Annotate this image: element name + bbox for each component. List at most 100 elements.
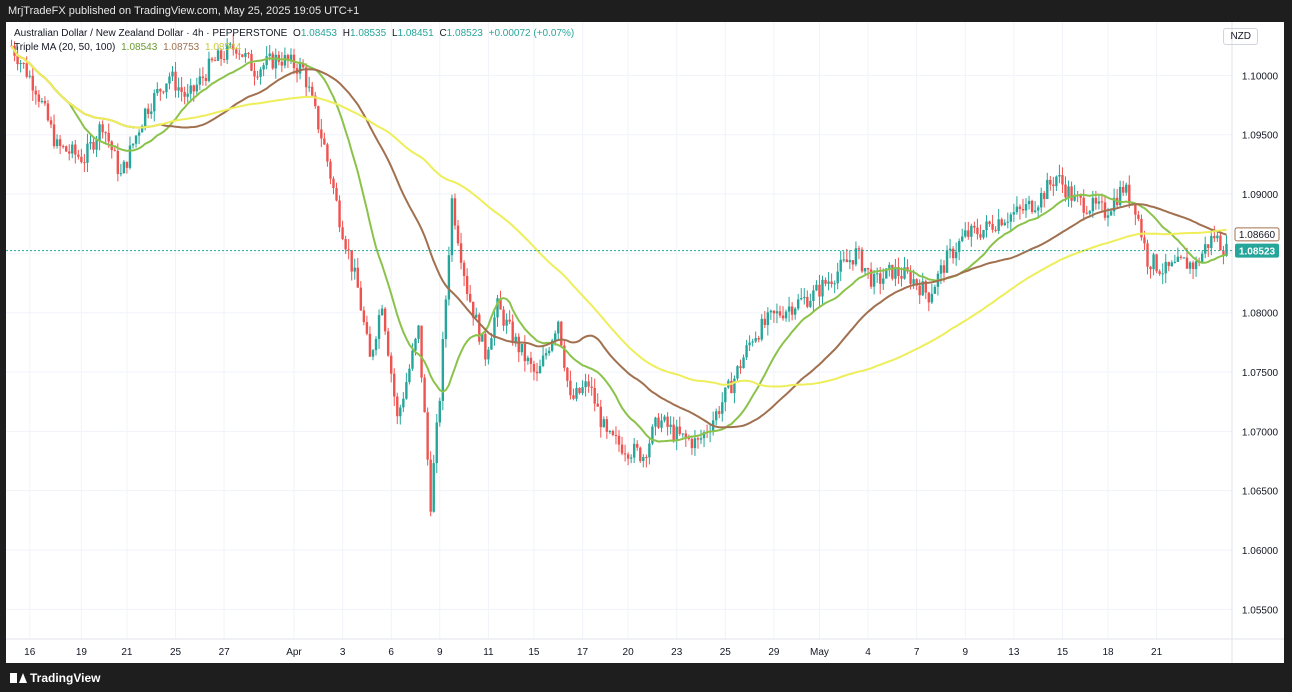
candle-body [511, 321, 514, 343]
candle-body [1182, 257, 1186, 259]
candle-body [213, 60, 217, 62]
indicator-legend[interactable]: Triple MA (20, 50, 100) 1.08543 1.08753 … [14, 42, 241, 53]
candle-body [131, 143, 135, 146]
candle-body [438, 400, 441, 423]
candle-body [180, 87, 183, 93]
time-tick-label: 21 [121, 647, 133, 658]
candle-body [271, 53, 274, 69]
candle-body [830, 281, 833, 284]
currency-button[interactable]: NZD [1223, 28, 1258, 45]
candle-body [924, 281, 927, 293]
time-tick-label: 13 [1008, 647, 1020, 658]
candle-body [745, 345, 748, 358]
candle-body [1140, 218, 1143, 238]
candle-body [1015, 206, 1019, 213]
candle-body [1030, 200, 1034, 212]
candle-body [1158, 271, 1161, 274]
candle-body [1097, 201, 1101, 204]
candle-body [134, 135, 138, 144]
candle-body [645, 457, 648, 459]
candle-body [784, 311, 788, 319]
candle-body [459, 243, 463, 263]
candle-body [122, 161, 126, 174]
price-tick-label: 1.06000 [1242, 546, 1279, 557]
candle-body [259, 69, 262, 77]
candle-body [839, 259, 842, 272]
time-tick-label: 15 [528, 647, 540, 658]
candle-body [219, 50, 223, 59]
candle-body [92, 141, 95, 150]
candle-body [833, 283, 836, 285]
low-label: L [391, 28, 398, 39]
candle-body [52, 124, 56, 147]
candle-body [74, 144, 77, 155]
candle-body [487, 349, 490, 360]
candle-body [550, 340, 554, 351]
time-tick-label: Apr [286, 647, 302, 658]
candle-body [824, 279, 827, 284]
candle-body [320, 129, 323, 139]
candle-body [1128, 184, 1131, 204]
footer-bar: TradingView [0, 663, 1292, 692]
candle-body [626, 454, 630, 459]
candle-body [651, 426, 654, 444]
candle-body [687, 437, 691, 439]
candle-body [286, 55, 290, 61]
candle-body [207, 58, 211, 81]
candle-body [140, 126, 144, 133]
candle-body [505, 319, 508, 326]
candle-body [1161, 273, 1164, 275]
chart-area[interactable]: 1.100001.095001.090001.085001.080001.075… [6, 22, 1284, 663]
candle-body [1064, 184, 1067, 198]
candle-body [1204, 244, 1207, 254]
candle-body [535, 371, 539, 374]
grid-lines [6, 22, 1232, 639]
publish-header: MrjTradeFX published on TradingView.com,… [0, 0, 1292, 22]
candle-body [991, 224, 994, 230]
candle-body [414, 338, 417, 351]
candle-body [238, 53, 241, 55]
candle-body [636, 443, 639, 448]
time-tick-label: 23 [671, 647, 683, 658]
candle-body [629, 457, 633, 459]
candle-body [1024, 204, 1028, 211]
candle-body [235, 49, 238, 54]
candle-body [979, 234, 982, 238]
candle-body [1149, 266, 1152, 270]
ma-price-label: 1.08660 [1239, 230, 1276, 241]
symbol-legend[interactable]: Australian Dollar / New Zealand Dollar ·… [14, 28, 574, 39]
candle-body [957, 241, 961, 252]
candle-body [602, 419, 606, 428]
time-tick-label: 25 [720, 647, 732, 658]
candle-body [632, 443, 636, 458]
candle-body [793, 308, 797, 315]
candle-body [648, 443, 651, 458]
time-tick-label: 6 [388, 647, 394, 658]
time-tick-label: May [810, 647, 829, 658]
candle-body [611, 431, 615, 435]
candle-body [68, 151, 71, 154]
candle-body [396, 396, 399, 417]
candle-body [1009, 214, 1013, 222]
candle-body [921, 281, 924, 296]
candle-body [137, 132, 141, 136]
tradingview-logo[interactable]: TradingView [10, 671, 100, 685]
candle-body [365, 322, 369, 334]
candle-body [362, 310, 366, 323]
candle-body [851, 260, 855, 265]
candle-body [797, 299, 800, 309]
candle-body [229, 43, 232, 45]
candle-body [903, 267, 906, 279]
candle-body [891, 264, 894, 279]
candle-body [1070, 186, 1073, 201]
time-tick-label: 7 [914, 647, 920, 658]
candle-body [104, 132, 107, 134]
candle-body [872, 273, 876, 287]
ma20-value: 1.08543 [121, 42, 158, 53]
candle-body [554, 333, 557, 341]
candle-body [739, 366, 742, 369]
candle-body [429, 459, 432, 512]
candle-body [298, 63, 302, 74]
candle-body [225, 44, 229, 60]
price-chart[interactable]: 1.100001.095001.090001.085001.080001.075… [6, 22, 1284, 663]
